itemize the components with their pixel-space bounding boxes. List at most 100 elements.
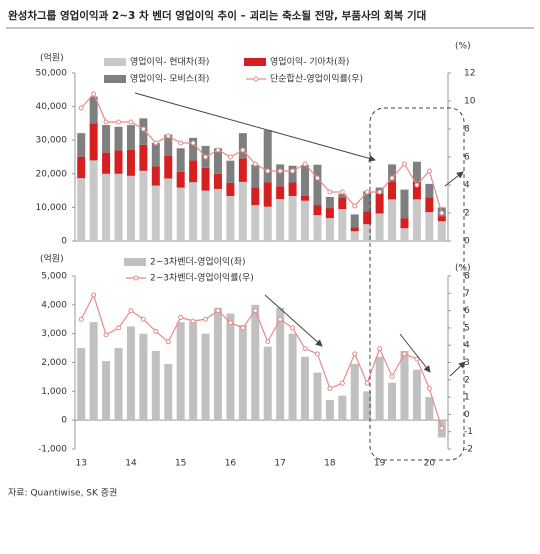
y2-tick-label: 7 xyxy=(464,289,470,299)
arrow xyxy=(264,294,323,347)
bar xyxy=(263,206,272,241)
bar xyxy=(213,188,222,241)
x-tick-label: 20 xyxy=(424,459,436,469)
line-marker xyxy=(116,119,122,125)
line-marker xyxy=(364,189,370,195)
bar xyxy=(102,173,111,241)
line-marker xyxy=(240,325,246,331)
line-marker xyxy=(153,328,159,334)
bar xyxy=(263,130,272,183)
arrow xyxy=(399,333,431,373)
line-marker xyxy=(91,91,97,97)
bar xyxy=(77,178,86,241)
bar xyxy=(288,333,297,421)
bar xyxy=(201,333,210,421)
arrow xyxy=(449,361,466,377)
line-marker xyxy=(339,189,345,195)
bar xyxy=(164,134,173,156)
line-marker xyxy=(227,154,233,160)
y2-tick-label: 8 xyxy=(464,272,470,282)
y-tick-label: 10,000 xyxy=(36,203,68,213)
line-marker xyxy=(439,425,445,431)
bar xyxy=(276,307,285,421)
bar xyxy=(102,361,111,421)
line-marker xyxy=(252,161,258,167)
y-tick-label: 1,000 xyxy=(41,387,67,397)
x-tick-label: 16 xyxy=(225,459,237,469)
y2-tick-label: 0 xyxy=(464,237,470,247)
bar xyxy=(313,164,322,206)
bar xyxy=(425,183,434,198)
bar xyxy=(263,182,272,207)
bar xyxy=(164,155,173,179)
y2-tick-label: 4 xyxy=(464,181,470,191)
bar xyxy=(338,197,347,210)
bar xyxy=(425,397,434,421)
bar xyxy=(126,175,135,241)
bar xyxy=(114,150,123,174)
legend-swatch xyxy=(133,275,139,281)
legend-swatch xyxy=(104,58,126,66)
line-marker xyxy=(339,380,345,386)
x-tick-label: 14 xyxy=(125,459,137,469)
y2-tick-label: 1 xyxy=(464,393,470,403)
line-marker xyxy=(302,346,308,352)
bar xyxy=(89,160,98,241)
line-marker xyxy=(91,292,97,298)
y2-tick-label: 6 xyxy=(464,306,470,316)
bar xyxy=(425,197,434,213)
bar xyxy=(139,118,148,145)
line-marker xyxy=(426,385,432,391)
bar xyxy=(375,356,384,421)
annotations xyxy=(134,92,466,461)
legend-swatch xyxy=(244,58,266,66)
x-tick-label: 19 xyxy=(374,459,386,469)
bar xyxy=(288,195,297,241)
legend-label: 영업이익- 기아차(좌) xyxy=(270,56,349,68)
y-tick-label: 5,000 xyxy=(41,272,67,282)
y-tick-label: 4,000 xyxy=(41,300,67,310)
bar xyxy=(313,205,322,216)
line-marker xyxy=(377,346,383,352)
bar xyxy=(189,182,198,241)
arrow xyxy=(444,171,464,187)
y2-tick-label: 8 xyxy=(464,125,470,135)
bar xyxy=(325,208,334,219)
x-tick-label: 13 xyxy=(75,459,86,469)
line-marker xyxy=(389,373,395,379)
line-marker xyxy=(140,316,146,322)
bar xyxy=(363,391,372,421)
legend-swatch xyxy=(253,76,259,82)
bar xyxy=(400,189,409,219)
line-marker xyxy=(128,308,134,314)
bar xyxy=(338,193,347,198)
bar xyxy=(238,181,247,241)
bar xyxy=(151,185,160,241)
bar xyxy=(288,165,297,183)
line-marker xyxy=(190,318,196,324)
line-marker xyxy=(290,168,296,174)
y2-tick-label: 6 xyxy=(464,153,470,163)
line-marker xyxy=(178,140,184,146)
y-tick-label: 0 xyxy=(61,237,67,247)
y2-unit: (%) xyxy=(455,264,471,274)
bar xyxy=(102,125,111,153)
line-marker xyxy=(203,316,209,322)
y2-tick-label: 3 xyxy=(464,358,470,368)
bar xyxy=(176,322,185,421)
line-marker xyxy=(103,119,109,125)
bar xyxy=(276,199,285,241)
y-tick-label: 40,000 xyxy=(36,102,68,112)
bar xyxy=(251,205,260,241)
line-marker xyxy=(265,168,271,174)
bar xyxy=(412,199,421,241)
legend-label: 2~3차벤더-영업이익률(우) xyxy=(150,272,254,284)
bar xyxy=(114,126,123,151)
bar xyxy=(301,356,310,421)
bar xyxy=(251,304,260,421)
bar xyxy=(276,186,285,199)
line-marker xyxy=(265,339,271,345)
y-tick-label: 20,000 xyxy=(36,169,68,179)
bar xyxy=(238,133,247,159)
line-marker xyxy=(190,140,196,146)
